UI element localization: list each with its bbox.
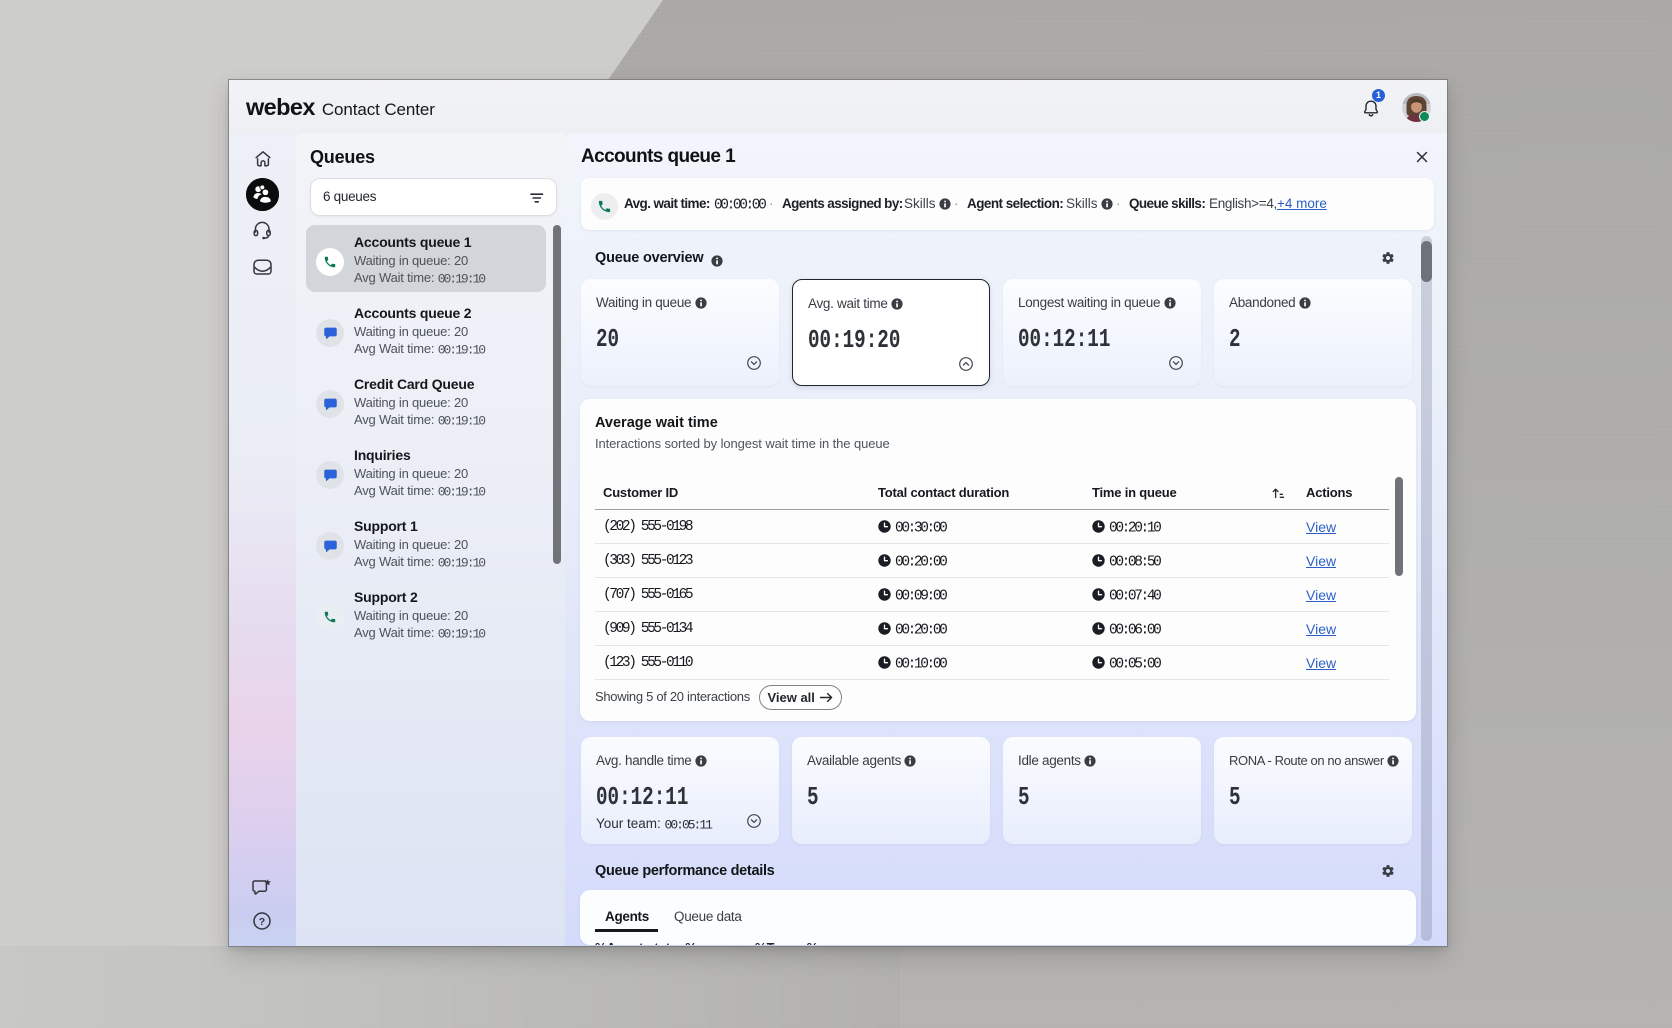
svg-text:?: ? xyxy=(259,916,265,928)
